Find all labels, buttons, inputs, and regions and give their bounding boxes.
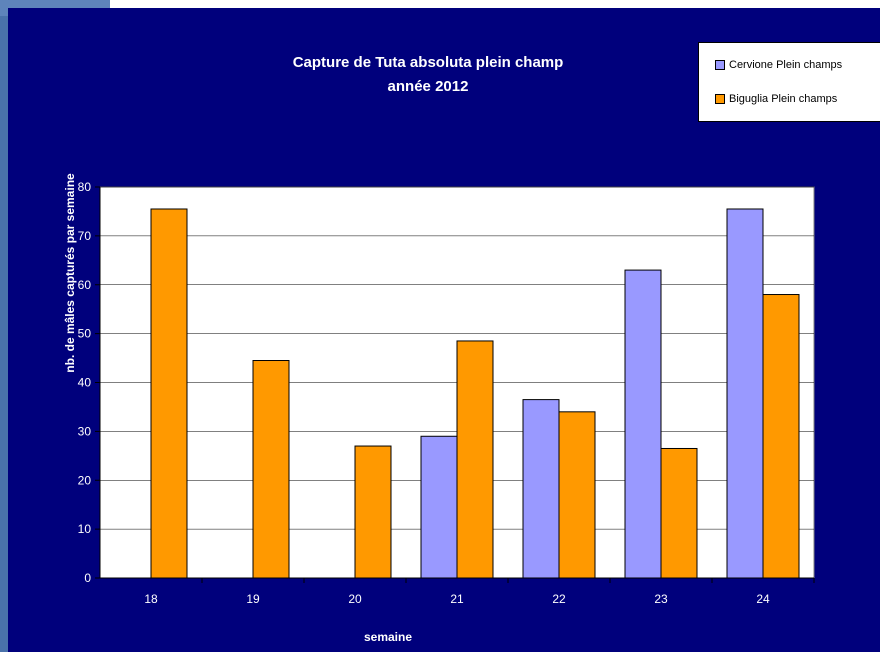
x-tick-label: 23	[654, 592, 668, 606]
y-tick-label: 50	[78, 327, 92, 341]
x-tick-label: 22	[552, 592, 566, 606]
bar-cervione-23	[624, 269, 662, 579]
legend-swatch-biguglia	[715, 94, 725, 104]
top-white-band	[110, 0, 880, 8]
left-frame-strip	[0, 0, 8, 652]
bar-biguglia-24	[762, 294, 800, 579]
y-tick-label: 0	[84, 571, 91, 585]
legend-swatch-cervione	[715, 60, 725, 70]
legend-label-cervione: Cervione Plein champs	[729, 59, 843, 71]
y-tick-label: 40	[78, 376, 92, 390]
plot-svg: 0 10 20 30 40 50 60 70 80 18 19 20 21 22 23 24	[78, 180, 815, 606]
y-tick-label: 20	[78, 473, 92, 487]
bar-biguglia-21	[456, 340, 494, 579]
legend: Cervione Plein champs Biguglia Plein cha…	[698, 42, 880, 122]
bar-biguglia-23	[660, 447, 698, 579]
x-tick-label: 24	[756, 592, 770, 606]
y-tick-label: 80	[78, 180, 92, 194]
bar-biguglia-22	[558, 411, 596, 579]
bar-cervione-24	[726, 208, 764, 579]
bar-cervione-21	[420, 435, 458, 579]
y-tick-label: 10	[78, 522, 92, 536]
x-tick-label: 19	[246, 592, 260, 606]
bar-biguglia-18	[150, 208, 188, 579]
x-tick-label: 21	[450, 592, 464, 606]
bar-biguglia-20	[354, 445, 392, 579]
legend-item-biguglia: Biguglia Plein champs	[715, 93, 837, 105]
x-tick-label: 20	[348, 592, 362, 606]
x-tick-label: 18	[144, 592, 158, 606]
chart-title: Capture de Tuta absoluta plein champ	[292, 54, 564, 71]
bar-biguglia-19	[252, 360, 290, 579]
x-axis-label: semaine	[363, 630, 413, 644]
bar-cervione-22	[522, 399, 560, 579]
legend-label-biguglia: Biguglia Plein champs	[729, 93, 838, 105]
legend-item-cervione: Cervione Plein champs	[715, 59, 842, 71]
y-tick-label: 60	[78, 278, 92, 292]
chart-subtitle: année 2012	[387, 78, 469, 95]
y-tick-label: 70	[78, 229, 92, 243]
chart-area: Capture de Tuta absoluta plein champ ann…	[8, 8, 880, 652]
y-tick-label: 30	[78, 424, 92, 438]
